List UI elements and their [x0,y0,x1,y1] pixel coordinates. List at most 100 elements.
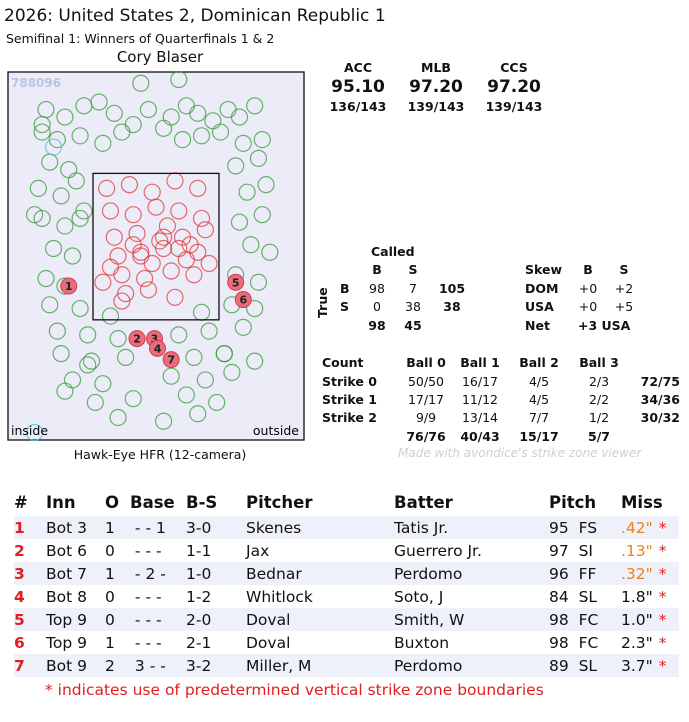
pitch-point [124,206,142,224]
pitch-point [249,273,268,291]
pitch-point [128,224,146,243]
row-pitch-text: 97 SI [549,541,593,560]
row-miss: 1.0" * [621,608,679,631]
called-row-b-label: B [340,281,350,296]
row-pitcher: Bednar [246,562,394,585]
row-pitch-text: 96 FF [549,564,597,583]
pitch-plot: 788096 1 2 34 5 6 7 inside outside [7,70,305,442]
row-pitcher: Doval [246,631,394,654]
pitch-point [208,393,226,412]
row-star: * [658,564,667,583]
count-col-total: 40/43 [460,429,500,444]
pitch-point [101,202,120,220]
pitch-point [234,318,252,336]
row-count: 1-0 [186,562,246,585]
count-cell: 17/17 [407,392,445,407]
row-miss-text: 3.7" [621,656,653,675]
pitch-point [196,371,214,389]
pitch-point [189,405,207,423]
row-number: 1 [14,516,46,539]
called-ss: 38 [405,299,421,314]
pitch-point [33,209,51,228]
count-col-ball3: Ball 3 [579,355,619,370]
pitch-point [109,330,127,348]
row-pitch: 97 SI [549,539,621,562]
row-base-text: 3 - - [130,656,166,675]
called-true-label: True [315,287,330,318]
row-inning: Bot 9 [46,654,105,677]
row-number-text: 1 [14,518,25,537]
row-outs: 0 [105,539,130,562]
pitch-point [230,213,249,231]
row-outs: 1 [105,562,130,585]
pitch-point [158,217,176,235]
pitch-point [71,209,89,228]
count-cell: 11/12 [461,392,499,407]
pitch-point [170,239,188,258]
row-count-text: 2-1 [186,633,212,652]
count-cell: 1/2 [588,410,610,425]
acc-value: 95.10 [331,77,385,97]
count-cell: 16/17 [461,374,499,389]
called-col-s-total: 45 [404,318,422,333]
count-col-total: 76/76 [406,429,446,444]
missed-call-label: 2 [133,333,141,346]
row-outs-text: 1 [105,564,115,583]
row-number: 6 [14,631,46,654]
pitch-point [139,281,158,299]
row-number: 2 [14,539,46,562]
row-count: 2-1 [186,631,246,654]
table-row: 2 Bot 6 0 - - - 1-1 Jax Guerrero Jr. 97 SI .13"… [14,539,679,562]
pitch-point [33,115,51,134]
row-outs-text: 0 [105,587,115,606]
skew-usa-s: +5 [614,299,634,314]
row-count-text: 2-0 [186,610,212,629]
col-miss: Miss [621,493,663,512]
plot-id-label: 788096 [11,76,61,90]
row-miss-text: .13" [621,541,653,560]
missed-call-marker [128,330,146,348]
skew-usa-label: USA [525,299,554,314]
row-number-text: 2 [14,541,25,560]
footnote: * indicates use of predetermined vertica… [45,681,544,699]
acc-title: ACC [343,60,373,75]
row-base-text: - - - [130,610,162,629]
pitch-point [56,382,74,400]
pitch-point [113,292,131,310]
pitch-point [79,326,97,344]
row-count: 3-0 [186,516,246,539]
row-number: 4 [14,585,46,608]
row-star: * [658,656,667,675]
missed-call-marker [149,339,167,357]
pitch-point [132,247,150,265]
pitch-point [94,273,112,291]
row-outs: 2 [105,654,130,677]
pitch-point [162,262,180,280]
pitch-point [117,284,135,303]
called-s-total: 38 [443,299,461,314]
missed-call-label: 1 [65,280,73,293]
pitch-point [154,228,173,246]
row-miss-text: 1.0" [621,610,653,629]
called-b-total: 105 [438,281,466,296]
pitch-point [246,97,264,115]
pitch-point [181,236,199,254]
pitch-point [189,179,207,198]
pitch-point [101,258,120,276]
pitch-point [71,299,89,318]
row-inning-text: Top 9 [46,610,87,629]
row-miss: .13" * [621,539,679,562]
row-inning-text: Bot 3 [46,518,87,537]
pitch-point [101,307,120,325]
row-inning-text: Bot 9 [46,656,87,675]
row-inning: Bot 6 [46,539,105,562]
pitch-point [170,70,188,89]
col-batter: Batter [394,493,453,512]
count-cell: 13/14 [461,410,499,425]
pitch-point [105,228,123,246]
pitch-point [166,288,184,306]
col-outs: O [105,493,120,512]
row-inning-text: Bot 6 [46,541,87,560]
row-miss-text: .32" [621,564,653,583]
row-pitcher-text: Skenes [246,518,302,537]
